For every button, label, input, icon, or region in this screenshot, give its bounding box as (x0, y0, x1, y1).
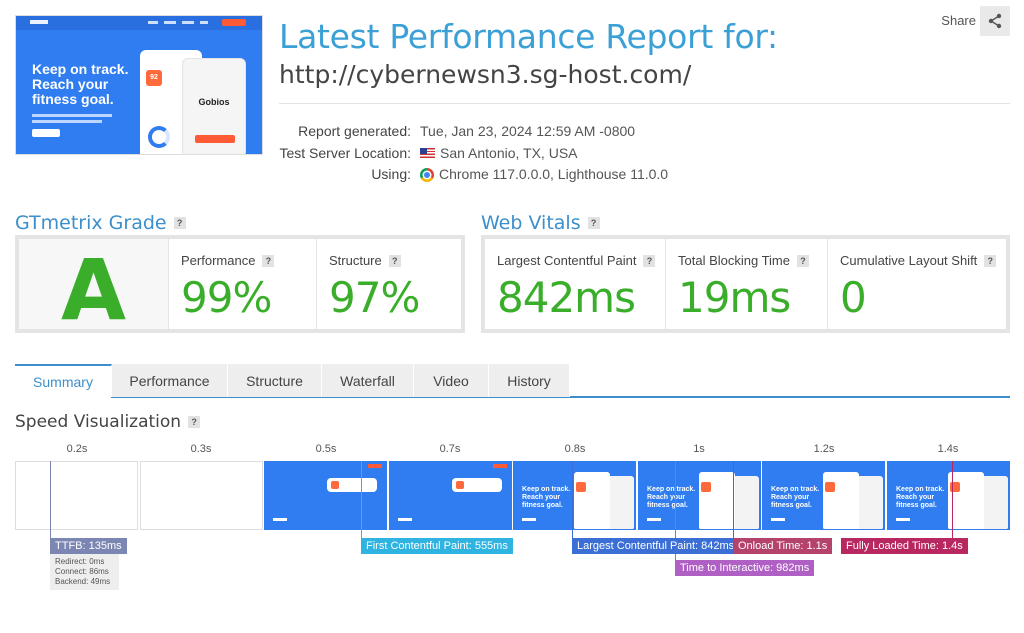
time-label: 0.8s (564, 443, 586, 455)
help-icon[interactable]: ? (173, 217, 186, 229)
page-title: Latest Performance Report for: (279, 17, 778, 56)
time-label: 0.5s (315, 443, 337, 455)
report-meta-labels: Report generated: Test Server Location: … (279, 121, 411, 186)
filmstrip-frame[interactable]: Keep on track. Reach your fitness goal. (762, 461, 885, 530)
tab-performance[interactable]: Performance (112, 364, 228, 397)
performance-score-cell: Performance? 99% (169, 239, 317, 329)
cls-value: 0 (840, 273, 867, 322)
tab-underline (15, 396, 1010, 398)
performance-score-label: Performance (181, 253, 256, 268)
meta-generated: Tue, Jan 23, 2024 12:59 AM -0800 (420, 123, 636, 139)
share-label[interactable]: Share (941, 13, 976, 28)
gtmetrix-grade-heading: GTmetrix Grade? (15, 212, 186, 234)
header-divider (279, 103, 1010, 104)
filmstrip-frame[interactable]: Keep on track. Reach your fitness goal. (638, 461, 761, 530)
ttfb-breakdown: Redirect: 0ms Connect: 86ms Backend: 49m… (50, 554, 119, 590)
speed-visualization-heading: Speed Visualization? (15, 412, 201, 432)
thumbnail-product-card: Gobios (182, 58, 246, 154)
lcp-cell: Largest Contentful Paint? 842ms (485, 239, 666, 329)
time-label: 0.2s (66, 443, 88, 455)
meta-label-location: Test Server Location: (279, 144, 411, 161)
web-vitals-panel: Largest Contentful Paint? 842ms Total Bl… (481, 235, 1010, 333)
time-label: 0.3s (190, 443, 212, 455)
report-tabs: Summary Performance Structure Waterfall … (15, 364, 570, 397)
tti-line (675, 461, 676, 561)
share-icon (988, 13, 1002, 29)
fcp-marker: First Contentful Paint: 555ms (361, 538, 513, 554)
report-meta-values: Tue, Jan 23, 2024 12:59 AM -0800 San Ant… (420, 121, 668, 186)
structure-score-value: 97% (329, 273, 420, 322)
fcp-line (361, 461, 362, 539)
help-icon[interactable]: ? (984, 254, 997, 267)
structure-score-label: Structure (329, 253, 382, 268)
structure-score-cell: Structure? 97% (317, 239, 461, 329)
fully-loaded-line (952, 461, 953, 539)
thumbnail-headline: Keep on track. Reach your fitness goal. (32, 61, 129, 107)
help-icon[interactable]: ? (797, 254, 809, 267)
filmstrip-frame[interactable]: Keep on track. Reach your fitness goal. (887, 461, 1010, 530)
cls-label: Cumulative Layout Shift (840, 253, 978, 268)
help-icon[interactable]: ? (587, 217, 600, 229)
tbt-label: Total Blocking Time (678, 253, 790, 268)
tab-history[interactable]: History (489, 364, 570, 397)
meta-label-generated: Report generated: (298, 123, 411, 139)
active-tab-mask (15, 396, 111, 398)
tab-structure[interactable]: Structure (228, 364, 322, 397)
tab-waterfall[interactable]: Waterfall (322, 364, 414, 397)
thumbnail-nav (16, 16, 262, 30)
lcp-label: Largest Contentful Paint (497, 253, 637, 268)
filmstrip-frame[interactable] (140, 461, 263, 530)
tbt-value: 19ms (678, 273, 791, 322)
tti-marker: Time to Interactive: 982ms (675, 560, 815, 576)
onload-line (733, 461, 734, 539)
meta-label-using: Using: (371, 166, 411, 182)
web-vitals-heading: Web Vitals? (481, 212, 600, 234)
gtmetrix-grade-panel: A Performance? 99% Structure? 97% (15, 235, 465, 339)
lcp-value: 842ms (497, 273, 636, 322)
report-url[interactable]: http://cybernewsn3.sg-host.com/ (279, 60, 692, 89)
filmstrip-frame[interactable] (264, 461, 387, 530)
page-screenshot-thumbnail[interactable]: Keep on track. Reach your fitness goal. … (15, 15, 263, 155)
time-label: 1.4s (937, 443, 959, 455)
performance-score-value: 99% (181, 273, 272, 322)
help-icon[interactable]: ? (262, 254, 275, 267)
tab-summary[interactable]: Summary (15, 364, 112, 397)
chrome-icon (420, 167, 434, 182)
ttfb-line (50, 461, 51, 539)
time-label: 1.2s (813, 443, 835, 455)
lcp-line (572, 461, 573, 539)
grade-cell: A (19, 239, 169, 339)
lcp-marker: Largest Contentful Paint: 842ms (572, 538, 740, 554)
help-icon[interactable]: ? (188, 416, 201, 428)
meta-location: San Antonio, TX, USA (420, 143, 668, 165)
ttfb-marker: TTFB: 135ms (50, 538, 127, 554)
help-icon[interactable]: ? (643, 254, 656, 267)
filmstrip-frame[interactable] (15, 461, 138, 530)
filmstrip-frame[interactable]: Keep on track. Reach your fitness goal. (513, 461, 636, 530)
filmstrip-frame[interactable] (389, 461, 512, 530)
share-button[interactable] (980, 6, 1010, 36)
cls-cell: Cumulative Layout Shift? 0 (828, 239, 1006, 329)
fully-loaded-marker: Fully Loaded Time: 1.4s (841, 538, 968, 554)
meta-using: Chrome 117.0.0.0, Lighthouse 11.0.0 (420, 164, 668, 186)
tab-video[interactable]: Video (414, 364, 489, 397)
tbt-cell: Total Blocking Time? 19ms (666, 239, 828, 329)
us-flag-icon (420, 148, 435, 159)
time-label: 1s (693, 443, 705, 455)
onload-marker: Onload Time: 1.1s (733, 538, 833, 554)
grade-letter: A (60, 241, 126, 339)
time-label: 0.7s (439, 443, 461, 455)
help-icon[interactable]: ? (388, 254, 401, 267)
